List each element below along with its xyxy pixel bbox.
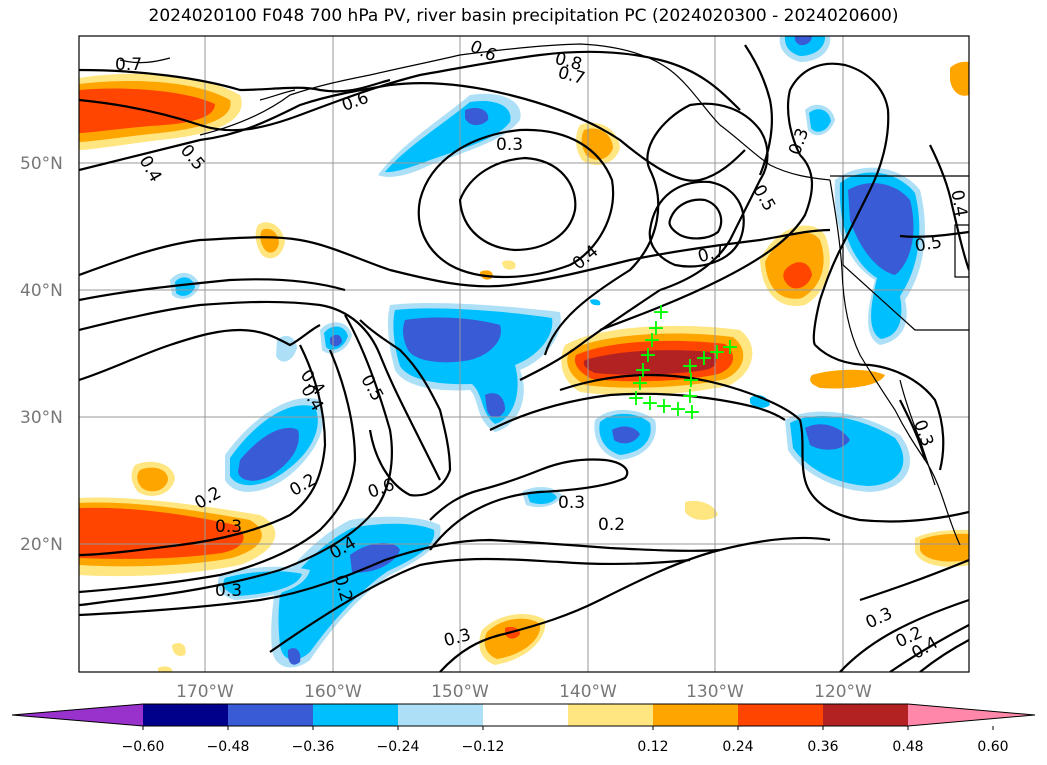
lon-label-150w: 150°W [431, 682, 489, 702]
basin-marker: + [652, 300, 670, 325]
lat-label-20n: 20°N [20, 535, 63, 555]
latitude-labels: 50°N 40°N 30°N 20°N [20, 154, 63, 555]
contour-label: 0.3 [215, 517, 242, 537]
colorbar-tick-label: 0.24 [722, 739, 753, 755]
contour-label: 0.2 [598, 515, 625, 535]
colorbar: −0.60 −0.48 −0.36 −0.24 −0.12 0.12 0.24 0.36 0.4… [11, 703, 1036, 755]
lat-label-30n: 30°N [20, 408, 63, 428]
basin-marker: + [669, 397, 687, 422]
basin-markers: +++++++++++++++++ [627, 300, 739, 425]
basin-marker: + [639, 343, 657, 368]
lat-label-50n: 50°N [20, 154, 63, 174]
basin-marker: + [641, 391, 659, 416]
colorbar-tick-label: 0.60 [977, 739, 1008, 755]
contour-label: 0.4 [946, 188, 970, 218]
colorbar-swatch [228, 704, 313, 726]
basin-marker: + [643, 328, 661, 353]
basin-marker: + [681, 384, 699, 409]
colorbar-tick-label: −0.36 [292, 739, 335, 755]
basin-marker: + [683, 400, 701, 425]
contour-label: 0.7 [115, 55, 142, 75]
colorbar-tick-label: −0.24 [377, 739, 420, 755]
basin-marker: + [631, 371, 649, 396]
lon-label-140w: 140°W [559, 682, 617, 702]
colorbar-tick-label: −0.60 [122, 739, 165, 755]
colorbar-swatch [313, 704, 398, 726]
contour-label: 0.3 [496, 135, 523, 155]
basin-marker: + [655, 394, 673, 419]
colorbar-extend-max [908, 704, 1035, 726]
colorbar-swatch [738, 704, 823, 726]
lon-label-120w: 120°W [814, 682, 872, 702]
colorbar-tick-label: −0.12 [462, 739, 505, 755]
basin-marker: + [721, 335, 739, 360]
basin-marker: + [708, 340, 726, 365]
map-title: 2024020100 F048 700 hPa PV, river basin … [148, 6, 899, 26]
map-frame [78, 35, 970, 673]
contour-label: 0.3 [558, 493, 585, 513]
colorbar-tick-label: −0.48 [207, 739, 250, 755]
basin-marker: + [695, 346, 713, 371]
lon-label-130w: 130°W [686, 682, 744, 702]
colorbar-tick-label: 0.12 [637, 739, 668, 755]
contour-label: 0.3 [215, 581, 242, 601]
colorbar-swatch [823, 704, 908, 726]
colorbar-tick-label: 0.48 [892, 739, 923, 755]
basin-marker: + [627, 386, 645, 411]
contour-label: 0.5 [913, 232, 943, 256]
map-area: 0.7 0.6 0.8 0.7 0.6 0.4 0.5 0.3 0.3 0.5 … [79, 36, 970, 672]
basin-marker: + [681, 354, 699, 379]
basin-marker: + [647, 316, 665, 341]
basin-marker: + [634, 358, 652, 383]
colorbar-swatch [568, 704, 653, 726]
lon-label-160w: 160°W [304, 682, 362, 702]
colorbar-swatch [653, 704, 738, 726]
pv-contours [79, 44, 969, 672]
negative-anomaly-shading [170, 36, 925, 668]
colorbar-swatch [143, 704, 228, 726]
colorbar-swatch [483, 704, 568, 726]
basin-marker: + [682, 368, 700, 393]
graticule [79, 36, 969, 672]
colorbar-swatch [398, 704, 483, 726]
lat-label-40n: 40°N [20, 281, 63, 301]
colorbar-tick-label: 0.36 [807, 739, 838, 755]
lon-label-170w: 170°W [176, 682, 234, 702]
colorbar-extend-min [12, 704, 143, 726]
longitude-labels: 170°W 160°W 150°W 140°W 130°W 120°W [176, 682, 872, 702]
